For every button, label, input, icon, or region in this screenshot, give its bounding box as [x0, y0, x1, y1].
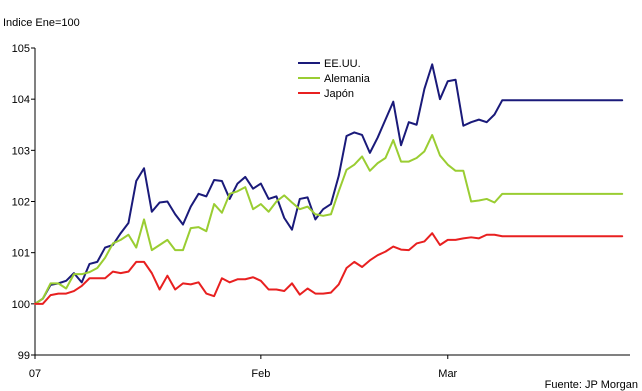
legend-label: Alemania	[324, 73, 371, 85]
series-line-ee-uu	[34, 63, 624, 305]
series-line-alemania	[34, 133, 624, 305]
y-tick-label: 101	[12, 248, 30, 260]
x-tick-label: 07	[29, 368, 41, 380]
y-tick-label: 105	[12, 43, 30, 55]
x-tick-label: Feb	[251, 368, 270, 380]
legend-label: Japón	[324, 88, 354, 100]
y-tick-label: 99	[18, 350, 30, 362]
y-axis-title: Indice Ene=100	[3, 17, 80, 29]
y-tick-label: 102	[12, 197, 30, 209]
legend-label: EE.UU.	[324, 58, 361, 70]
x-axis: 07 Feb Mar	[29, 354, 630, 380]
legend: EE.UU. Alemania Japón	[298, 58, 371, 100]
x-tick-label: Mar	[438, 368, 457, 380]
series-line-jap-n	[34, 232, 624, 305]
y-tick-label: 104	[12, 94, 30, 106]
y-tick-label: 100	[12, 299, 30, 311]
series-lines	[34, 63, 624, 305]
source-note: Fuente: JP Morgan	[545, 379, 638, 391]
y-tick-label: 103	[12, 145, 30, 157]
y-axis: 99 100 101 102 103 104 105	[12, 43, 36, 362]
